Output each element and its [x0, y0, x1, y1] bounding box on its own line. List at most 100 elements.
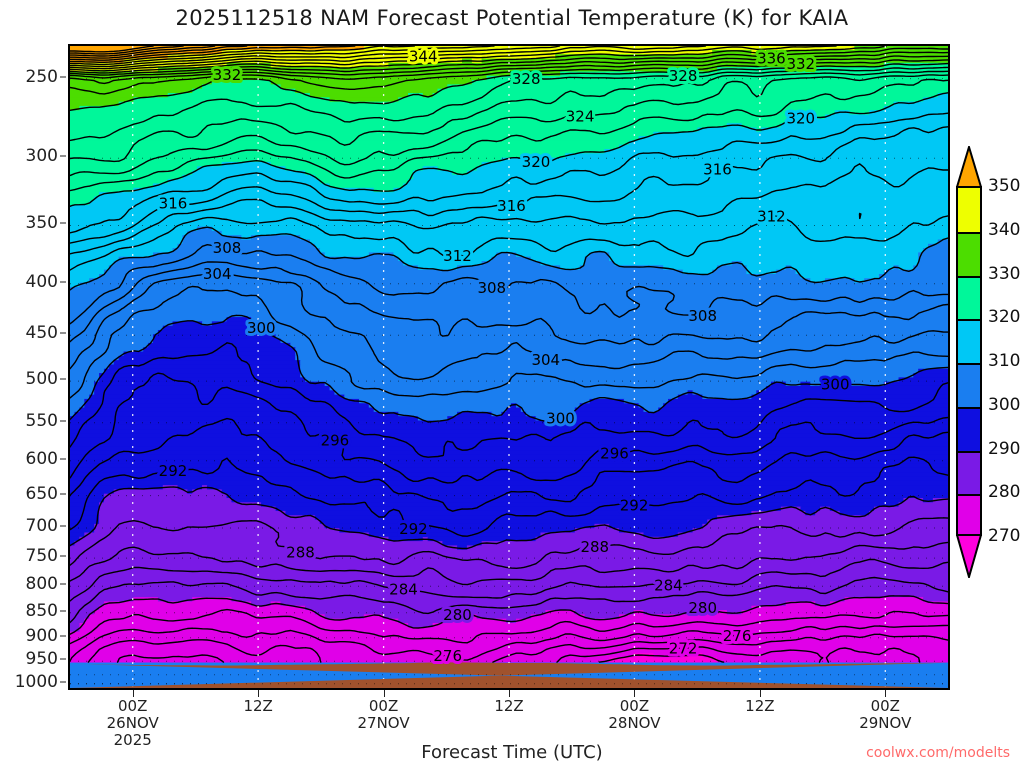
colorbar-segment — [958, 494, 980, 540]
svg-text:332: 332 — [213, 66, 242, 84]
contour-label: 332 — [786, 55, 815, 73]
svg-text:328: 328 — [512, 70, 541, 88]
y-tick-label: 450 — [25, 323, 58, 344]
contour-label: 316 — [159, 195, 188, 213]
contour-label: 300 — [247, 319, 276, 337]
x-tick-label: 00Z 28NOV — [608, 697, 661, 732]
colorbar-tick-label: 350 — [988, 176, 1021, 196]
y-tick-mark — [60, 155, 66, 157]
contour-label: 276 — [723, 627, 752, 645]
svg-text:316: 316 — [703, 161, 732, 179]
x-tick-label: 00Z 29NOV — [859, 697, 912, 732]
contour-field: 344 344 336 336 332 332 332 332 328 328 328 328 324 3… — [70, 46, 948, 688]
contour-label: 312 — [443, 247, 472, 265]
svg-text:328: 328 — [669, 67, 698, 85]
contour-label: 336 — [757, 50, 786, 68]
svg-text:316: 316 — [497, 197, 526, 215]
colorbar-tick-label: 340 — [988, 219, 1021, 240]
plot-area: 344 344 336 336 332 332 332 332 328 328 328 328 324 3… — [68, 44, 950, 690]
svg-text:300: 300 — [821, 375, 850, 393]
contour-label: 328 — [669, 67, 698, 85]
contour-label: 280 — [443, 606, 472, 624]
contour-label: 304 — [531, 351, 560, 369]
contour-label: 344 — [409, 47, 438, 65]
y-tick-mark — [60, 635, 66, 637]
contour-label: 292 — [159, 462, 188, 480]
y-tick-label: 750 — [25, 546, 58, 567]
colorbar-tick-label: 310 — [988, 351, 1021, 371]
svg-text:280: 280 — [443, 606, 472, 624]
contour-label: 308 — [477, 279, 506, 297]
y-tick-label: 800 — [25, 574, 58, 595]
x-tick-mark — [759, 690, 761, 697]
svg-text:284: 284 — [654, 576, 683, 594]
y-tick-mark — [60, 420, 66, 422]
y-tick-label: 700 — [25, 515, 58, 536]
y-tick-label: 950 — [25, 649, 58, 670]
contour-label: 328 — [512, 70, 541, 88]
colorbar-tick-label: 300 — [988, 394, 1021, 415]
colorbar-body — [956, 186, 982, 540]
x-axis: 00Z 26NOV 2025 12Z 00Z 27NOV 12Z 00Z 28NOV 12Z 00Z… — [68, 690, 950, 760]
svg-text:308: 308 — [213, 239, 242, 257]
contour-label: 276 — [433, 647, 462, 665]
credit-watermark: coolwx.com/modelts — [866, 745, 1010, 761]
y-tick-label: 850 — [25, 600, 58, 621]
y-tick-label: 1000 — [14, 671, 58, 692]
contour-label: 272 — [669, 639, 698, 657]
svg-text:280: 280 — [688, 599, 717, 617]
y-tick-label: 550 — [25, 410, 58, 431]
contour-label: 300 — [821, 375, 850, 393]
y-tick-mark — [60, 555, 66, 557]
svg-text:296: 296 — [321, 431, 350, 449]
x-tick-mark — [634, 690, 636, 697]
colorbar-segment — [958, 319, 980, 365]
y-tick-mark — [60, 332, 66, 334]
colorbar-segment — [958, 275, 980, 322]
colorbar-segment — [958, 363, 980, 409]
contour-label: 312 — [757, 208, 786, 226]
svg-text:296: 296 — [600, 444, 629, 462]
svg-text:300: 300 — [247, 319, 276, 337]
contour-label: 288 — [286, 544, 315, 562]
svg-text:316: 316 — [159, 195, 188, 213]
x-tick-mark — [132, 690, 134, 697]
contour-label: 316 — [497, 197, 526, 215]
svg-text:292: 292 — [159, 462, 188, 480]
contour-label: 296 — [600, 444, 629, 462]
colorbar-tick-label: 290 — [988, 438, 1021, 459]
svg-text:304: 304 — [531, 351, 560, 369]
contour-label: 284 — [654, 576, 683, 594]
colorbar-arrow-bottom-outline — [956, 534, 982, 578]
colorbar-tick-label: 280 — [988, 482, 1021, 503]
y-tick-label: 350 — [25, 213, 58, 234]
y-tick-mark — [60, 222, 66, 224]
contour-label: 292 — [399, 520, 428, 538]
y-tick-mark — [60, 525, 66, 527]
contour-label: 320 — [786, 110, 815, 128]
colorbar-segment — [958, 450, 980, 497]
x-tick-label: 12Z — [745, 697, 775, 715]
y-tick-label: 300 — [25, 146, 58, 167]
svg-text:336: 336 — [757, 50, 786, 68]
y-tick-mark — [60, 493, 66, 495]
contour-label: 324 — [566, 108, 595, 126]
y-tick-label: 900 — [25, 625, 58, 646]
x-tick-mark — [509, 690, 510, 697]
y-tick-label: 500 — [25, 369, 58, 390]
contour-label: 296 — [321, 431, 350, 449]
contour-label: 292 — [620, 496, 649, 514]
x-tick-label: 00Z 26NOV 2025 — [106, 697, 159, 749]
contour-label: 280 — [688, 599, 717, 617]
svg-text:320: 320 — [522, 153, 551, 171]
contour-label: 304 — [203, 265, 232, 283]
svg-text:308: 308 — [477, 279, 506, 297]
colorbar-arrow-top-outline — [956, 146, 982, 188]
y-tick-label: 400 — [25, 271, 58, 292]
svg-text:284: 284 — [389, 581, 418, 599]
y-axis: 250 300 350 400 450 500 550 600 650 700 750 800 850 9… — [0, 44, 68, 692]
contour-label: 316 — [703, 161, 732, 179]
svg-text:304: 304 — [203, 265, 232, 283]
